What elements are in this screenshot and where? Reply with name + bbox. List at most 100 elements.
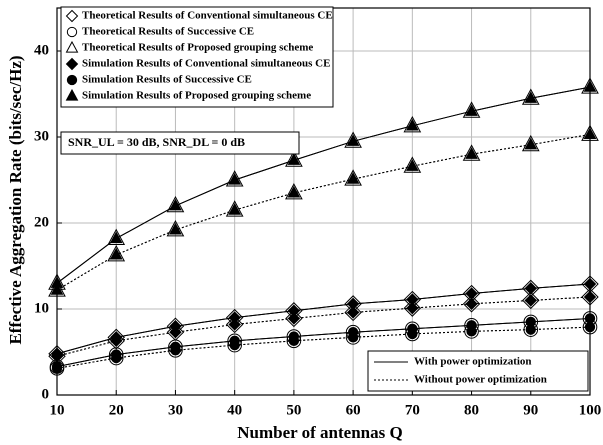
x-tick-label: 90 bbox=[523, 402, 538, 418]
series-line bbox=[56, 86, 591, 284]
marker bbox=[524, 294, 537, 307]
marker bbox=[583, 290, 597, 304]
marker bbox=[521, 134, 540, 152]
x-tick-label: 100 bbox=[579, 402, 602, 418]
annotation: SNR_UL = 30 dB, SNR_DL = 0 dB bbox=[68, 135, 245, 149]
marker bbox=[285, 150, 303, 167]
legend-label: Theoretical Results of Successive CE bbox=[82, 26, 254, 38]
marker bbox=[65, 9, 79, 23]
marker bbox=[65, 40, 79, 53]
series-line bbox=[56, 317, 591, 368]
marker bbox=[287, 312, 301, 325]
marker bbox=[584, 313, 596, 324]
marker bbox=[465, 297, 478, 311]
marker bbox=[66, 74, 78, 86]
marker bbox=[170, 345, 181, 356]
legend-label: Simulation Results of Conventional simul… bbox=[82, 58, 330, 70]
y-tick-label: 10 bbox=[34, 300, 49, 316]
marker bbox=[107, 228, 126, 245]
marker bbox=[403, 115, 422, 133]
x-axis-label: Number of antennas Q bbox=[237, 423, 402, 442]
marker bbox=[344, 169, 362, 186]
marker bbox=[406, 301, 419, 315]
legend-label: Theoretical Results of Conventional simu… bbox=[82, 10, 333, 22]
legend-label: Theoretical Results of Proposed grouping… bbox=[82, 42, 313, 54]
marker bbox=[166, 220, 185, 237]
marker bbox=[109, 247, 123, 260]
marker bbox=[462, 295, 481, 313]
marker bbox=[228, 318, 241, 331]
marker bbox=[524, 282, 537, 295]
legend-label: Simulation Results of Successive CE bbox=[82, 74, 252, 86]
marker bbox=[169, 326, 182, 339]
marker bbox=[403, 156, 422, 173]
marker bbox=[65, 88, 79, 101]
legend-label: Simulation Results of Proposed grouping … bbox=[82, 90, 311, 102]
marker bbox=[405, 118, 419, 131]
marker bbox=[581, 77, 599, 94]
marker bbox=[225, 200, 244, 217]
series-line bbox=[56, 326, 591, 369]
x-tick-label: 80 bbox=[464, 402, 479, 418]
marker bbox=[48, 280, 66, 297]
legend-box bbox=[367, 350, 589, 392]
marker bbox=[229, 339, 240, 351]
marker bbox=[50, 282, 64, 295]
marker bbox=[581, 124, 599, 141]
legend: Theoretical Results of Conventional simu… bbox=[60, 6, 334, 108]
marker bbox=[166, 195, 185, 213]
line-legend: With power optimization Without power opt… bbox=[367, 350, 589, 392]
marker bbox=[65, 57, 79, 71]
series-line bbox=[56, 283, 591, 355]
y-tick-label: 40 bbox=[34, 42, 49, 58]
marker bbox=[285, 309, 303, 328]
y-axis-label: Effective Aggregation Rate (bits/sec/Hz) bbox=[6, 55, 25, 344]
marker bbox=[169, 198, 182, 211]
marker bbox=[111, 352, 122, 364]
marker bbox=[584, 321, 596, 333]
x-tick-label: 60 bbox=[346, 402, 361, 418]
series-line bbox=[56, 296, 591, 357]
marker bbox=[525, 324, 536, 335]
marker bbox=[346, 172, 360, 184]
marker bbox=[465, 147, 478, 159]
marker bbox=[344, 303, 362, 322]
series-line bbox=[56, 133, 591, 291]
marker bbox=[225, 170, 244, 187]
marker bbox=[346, 306, 360, 319]
marker bbox=[405, 159, 419, 171]
marker bbox=[51, 363, 63, 374]
marker bbox=[403, 299, 422, 317]
series-line bbox=[56, 283, 591, 355]
marker bbox=[521, 88, 540, 105]
annotation-box bbox=[60, 131, 300, 155]
marker bbox=[228, 172, 242, 185]
marker bbox=[583, 80, 597, 92]
x-tick-label: 50 bbox=[286, 402, 301, 418]
marker bbox=[407, 328, 418, 340]
marker bbox=[583, 277, 597, 291]
marker bbox=[524, 137, 538, 150]
x-tick-label: 40 bbox=[227, 402, 242, 418]
series-line bbox=[56, 86, 591, 284]
marker bbox=[462, 101, 481, 118]
y-tick-label: 20 bbox=[34, 214, 49, 230]
marker bbox=[346, 134, 360, 146]
x-tick-label: 20 bbox=[109, 402, 124, 418]
series-line bbox=[56, 296, 591, 357]
marker bbox=[466, 326, 477, 337]
marker bbox=[287, 185, 301, 198]
marker bbox=[583, 127, 597, 140]
marker bbox=[524, 91, 538, 103]
x-tick-label: 10 bbox=[50, 402, 65, 418]
marker bbox=[462, 144, 481, 161]
x-tick-label: 30 bbox=[168, 402, 183, 418]
series-line bbox=[56, 133, 591, 291]
legend-box bbox=[60, 6, 334, 108]
marker bbox=[285, 183, 303, 200]
legend-label: Without power optimization bbox=[414, 374, 547, 386]
marker bbox=[347, 332, 359, 343]
y-tick-label: 30 bbox=[34, 128, 49, 144]
marker bbox=[66, 26, 78, 38]
marker bbox=[225, 315, 244, 334]
